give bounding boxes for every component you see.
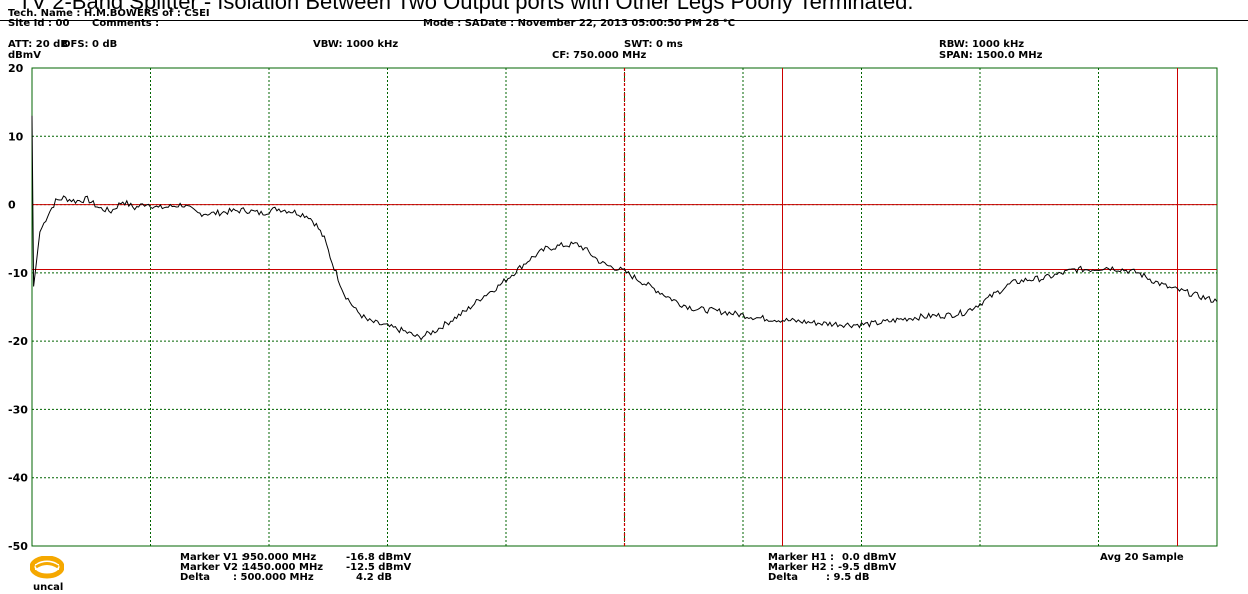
y-tick-label: -10 (8, 267, 28, 280)
tech-name: Tech. Name : H.M.BOWERS of : CSEI (8, 8, 210, 19)
marker-h1-label: Marker H1 : (768, 552, 835, 563)
marker-v2-label: Marker V2 : (180, 562, 246, 573)
swt-setting: SWT: 0 ms (624, 39, 683, 50)
y-tick-label: 0 (8, 199, 16, 212)
date-label: Date : November 22, 2013 05:00:50 PM 28 … (480, 18, 736, 29)
y-tick-label: 20 (8, 62, 24, 75)
marker-v1-freq: 950.000 MHz (243, 552, 317, 563)
marker-v1-label: Marker V1 : (180, 552, 246, 563)
y-tick-label: 10 (8, 130, 24, 143)
y-tick-label: -20 (8, 335, 28, 348)
marker-h2-value: -9.5 dBmV (838, 562, 897, 573)
rbw-setting: RBW: 1000 kHz (939, 39, 1025, 50)
span-setting: SPAN: 1500.0 MHz (939, 50, 1043, 61)
site-id: Site Id : 00 (8, 18, 70, 29)
marker-v2-freq: 1450.000 MHz (243, 562, 324, 573)
att-setting: ATT: 20 dB (8, 39, 68, 50)
y-tick-label: -30 (8, 403, 28, 416)
header-separator (0, 20, 1248, 21)
mode-label: Mode : SA (423, 18, 480, 29)
spectrum-trace (31, 115, 1218, 341)
comments-label: Comments : (92, 18, 160, 29)
y-tick-label: -50 (8, 540, 28, 553)
marker-v-delta-label: Delta (180, 572, 211, 583)
unit-label: dBmV (8, 50, 41, 61)
marker-v1-value: -16.8 dBmV (346, 552, 412, 563)
logo-icon (30, 556, 64, 579)
chart-title: TV 2-Band Splitter - Isolation Between T… (18, 0, 914, 14)
cf-setting: CF: 750.000 MHz (552, 50, 647, 61)
marker-h-delta-value: : 9.5 dB (826, 572, 870, 583)
y-tick-label: -40 (8, 472, 28, 485)
marker-h-delta-label: Delta (768, 572, 799, 583)
ofs-setting: OFS: 0 dB (62, 39, 118, 50)
marker-v2-value: -12.5 dBmV (346, 562, 412, 573)
marker-h1-value: 0.0 dBmV (842, 552, 897, 563)
vbw-setting: VBW: 1000 kHz (313, 39, 399, 50)
marker-v-delta-value: 4.2 dB (356, 572, 392, 583)
marker-h2-label: Marker H2 : (768, 562, 835, 573)
uncal-label: uncal (33, 582, 64, 593)
marker-v-delta-freq: : 500.000 MHz (233, 572, 314, 583)
avg-sample-label: Avg 20 Sample (1100, 552, 1184, 563)
